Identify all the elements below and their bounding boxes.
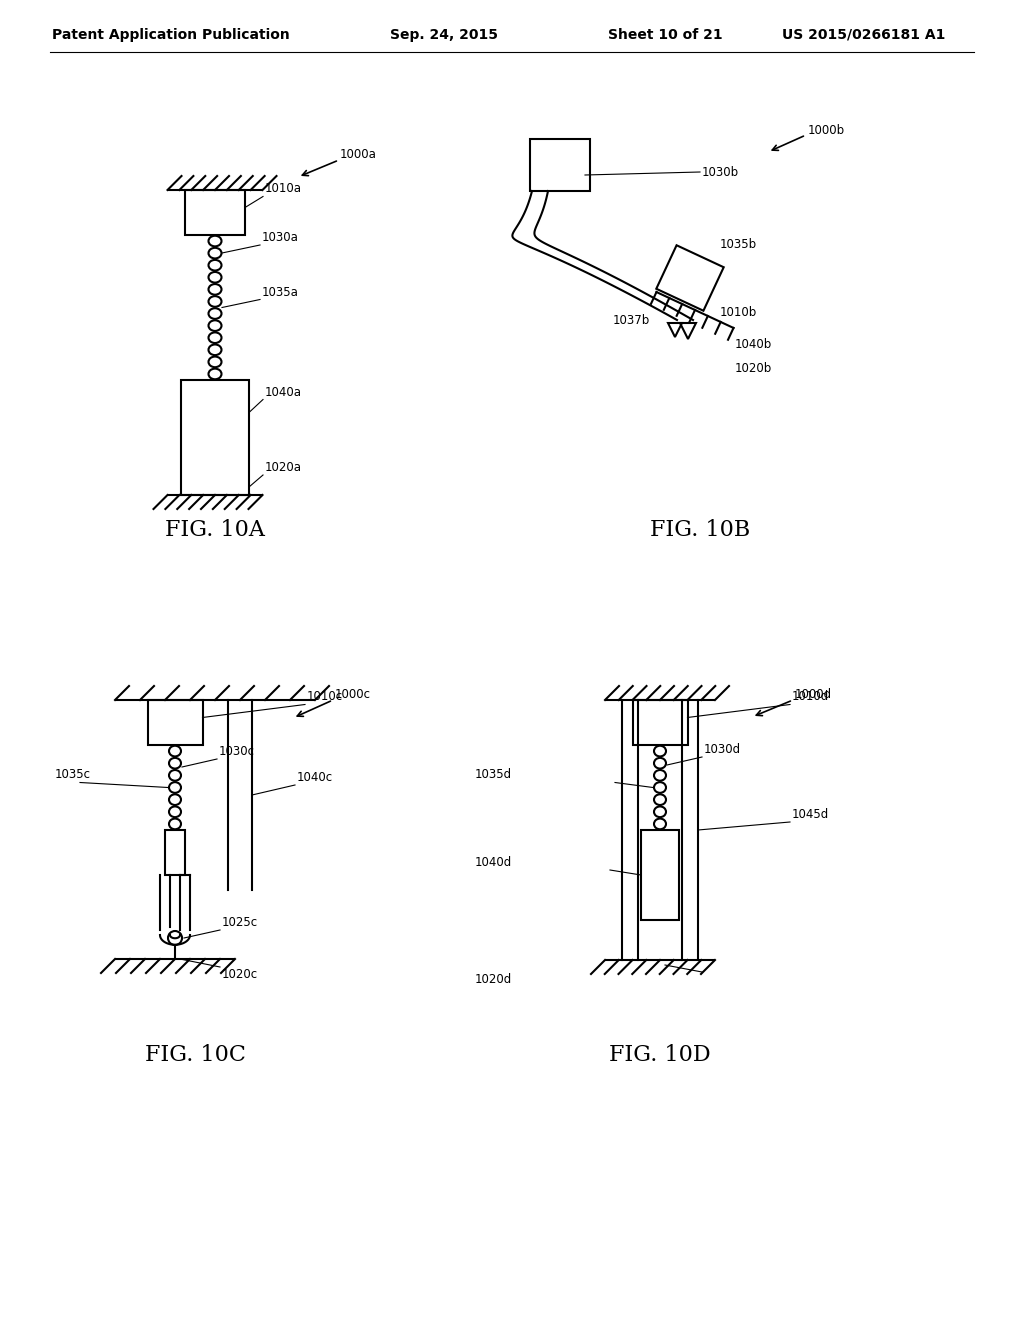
- Text: 1010d: 1010d: [792, 689, 829, 702]
- Text: 1040b: 1040b: [735, 338, 772, 351]
- Text: US 2015/0266181 A1: US 2015/0266181 A1: [782, 28, 945, 42]
- Text: 1040d: 1040d: [475, 855, 512, 869]
- Text: 1030c: 1030c: [219, 744, 255, 758]
- Bar: [530, 139, 590, 191]
- Text: 1025c: 1025c: [222, 916, 258, 929]
- Text: 1020c: 1020c: [222, 968, 258, 981]
- Bar: [633, 700, 687, 744]
- Text: Sep. 24, 2015: Sep. 24, 2015: [390, 28, 498, 42]
- Text: 1040a: 1040a: [265, 385, 302, 399]
- Text: 1030b: 1030b: [702, 165, 739, 178]
- Text: 1020a: 1020a: [265, 461, 302, 474]
- Bar: [181, 380, 249, 495]
- Bar: [641, 830, 679, 920]
- Text: 1035c: 1035c: [55, 768, 91, 781]
- Text: FIG. 10C: FIG. 10C: [144, 1044, 246, 1067]
- Text: Patent Application Publication: Patent Application Publication: [52, 28, 290, 42]
- Text: FIG. 10B: FIG. 10B: [650, 519, 751, 541]
- Text: 1020d: 1020d: [475, 973, 512, 986]
- Text: 1000b: 1000b: [808, 124, 845, 136]
- Text: 1037b: 1037b: [613, 314, 650, 326]
- Text: 1045d: 1045d: [792, 808, 829, 821]
- Text: 1020b: 1020b: [735, 362, 772, 375]
- Bar: [165, 830, 185, 875]
- Bar: [147, 700, 203, 744]
- Bar: [656, 246, 724, 310]
- Text: Sheet 10 of 21: Sheet 10 of 21: [608, 28, 723, 42]
- Text: 1030d: 1030d: [705, 743, 741, 756]
- Text: 1035b: 1035b: [720, 239, 757, 252]
- Text: 1040c: 1040c: [297, 771, 333, 784]
- Text: 1030a: 1030a: [262, 231, 299, 244]
- Text: 1000c: 1000c: [335, 689, 371, 701]
- Text: 1010c: 1010c: [307, 689, 343, 702]
- Text: 1000d: 1000d: [795, 689, 833, 701]
- Text: 1010a: 1010a: [265, 182, 302, 195]
- Text: 1010b: 1010b: [720, 305, 758, 318]
- Bar: [185, 190, 245, 235]
- Text: FIG. 10D: FIG. 10D: [609, 1044, 711, 1067]
- Text: 1035d: 1035d: [475, 768, 512, 781]
- Text: 1035a: 1035a: [262, 285, 299, 298]
- Text: FIG. 10A: FIG. 10A: [165, 519, 265, 541]
- Text: 1000a: 1000a: [340, 149, 377, 161]
